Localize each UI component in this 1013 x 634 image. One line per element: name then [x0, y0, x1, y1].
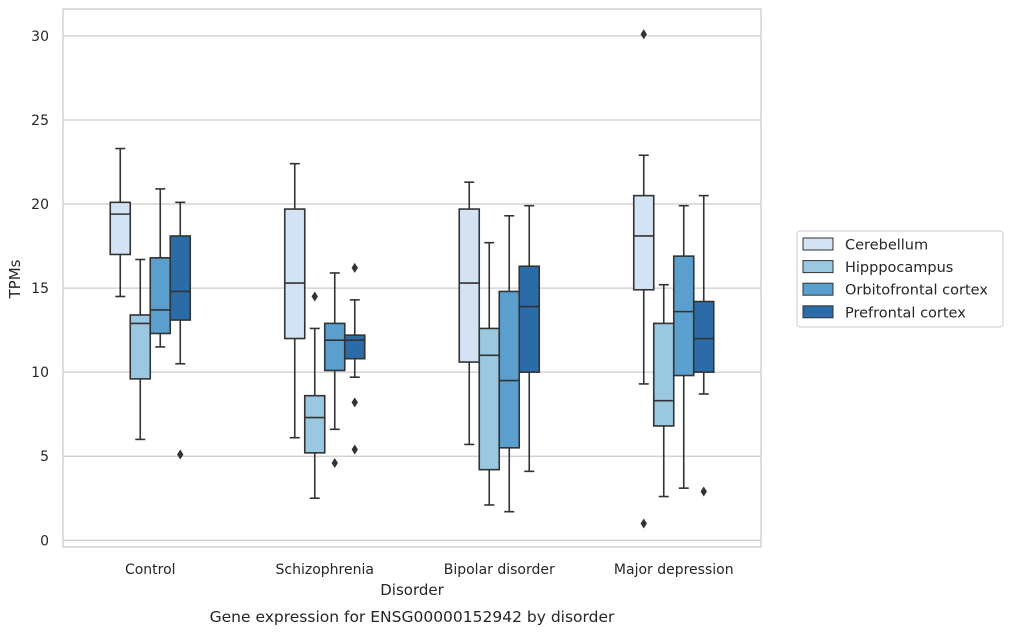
box-iqr — [169, 235, 192, 321]
legend-item: Orbitofrontal cortex — [802, 282, 988, 299]
legend-item: Cerebellum — [802, 237, 928, 254]
box-iqr — [109, 201, 132, 256]
outlier-point — [311, 291, 318, 302]
outlier-point — [640, 29, 647, 40]
box-0-1 — [129, 258, 152, 441]
box-2-3 — [518, 204, 541, 473]
y-tick-label: 25 — [31, 113, 49, 129]
box-1-3 — [343, 262, 366, 455]
legend-frame — [796, 230, 1004, 328]
box-3-1 — [652, 283, 675, 498]
box-iqr — [303, 394, 326, 454]
legend-item: Prefrontal cortex — [802, 305, 966, 321]
legend-items: Cerebellum Hipppocampus Orbitofrontal cort… — [802, 237, 988, 321]
x-tick-label: Schizophrenia — [276, 562, 374, 578]
boxes — [109, 29, 715, 529]
box-1-2 — [323, 272, 346, 468]
box-3-3 — [692, 194, 715, 497]
outlier-point — [700, 486, 707, 497]
legend-label: Cerebellum — [845, 238, 928, 254]
box-iqr — [343, 334, 366, 360]
x-tick-label: Major depression — [614, 562, 734, 578]
box-0-2 — [149, 188, 172, 348]
box-1-1 — [303, 291, 326, 500]
box-0-3 — [169, 201, 192, 460]
box-iqr — [652, 322, 675, 427]
y-tick-label: 10 — [31, 365, 49, 381]
box-iqr — [692, 300, 715, 373]
chart-caption: Gene expression for ENSG00000152942 by d… — [210, 608, 615, 626]
y-tick-label: 5 — [40, 449, 49, 465]
outlier-point — [351, 397, 358, 408]
y-tick-label: 20 — [31, 197, 49, 213]
y-tick-label: 30 — [31, 29, 49, 45]
box-iqr — [518, 265, 541, 373]
legend-swatch — [802, 305, 834, 319]
box-iqr — [498, 290, 521, 449]
y-axis-ticks: 0 5 10 15 20 25 30 — [31, 29, 49, 549]
x-tick-label: Control — [125, 562, 176, 578]
box-iqr — [283, 208, 306, 340]
legend-label: Orbitofrontal cortex — [845, 283, 988, 299]
x-axis-ticks: Control Schizophrenia Bipolar disorder Majo… — [125, 562, 734, 578]
x-tick-label: Bipolar disorder — [444, 562, 555, 578]
plot-area-frame — [62, 8, 762, 548]
box-2-1 — [478, 241, 501, 506]
legend-swatch — [802, 260, 834, 274]
box-iqr — [672, 255, 695, 377]
box-2-0 — [458, 181, 481, 446]
outlier-point — [351, 262, 358, 273]
legend-label: Hipppocampus — [845, 260, 953, 276]
legend-swatch — [802, 237, 834, 251]
x-axis-label: Disorder — [380, 581, 444, 599]
box-0-0 — [109, 147, 132, 298]
legend-label: Prefrontal cortex — [845, 305, 966, 321]
legend-swatch — [802, 282, 834, 296]
box-iqr — [129, 314, 152, 380]
box-iqr — [478, 327, 501, 471]
outlier-point — [351, 444, 358, 455]
outlier-point — [177, 449, 184, 460]
box-3-2 — [672, 204, 695, 489]
legend-item: Hipppocampus — [802, 260, 953, 276]
box-iqr — [458, 208, 481, 363]
box-iqr — [149, 257, 172, 335]
outlier-point — [331, 457, 338, 468]
legend: Cerebellum Hipppocampus Orbitofrontal cort… — [796, 230, 1004, 328]
outlier-point — [640, 518, 647, 529]
y-axis-label: TPMs — [6, 259, 24, 299]
box-3-0 — [632, 29, 655, 529]
box-iqr — [632, 194, 655, 291]
box-iqr — [323, 322, 346, 372]
y-tick-label: 15 — [31, 281, 49, 297]
box-2-2 — [498, 214, 521, 513]
box-1-0 — [283, 162, 306, 439]
y-tick-label: 0 — [40, 533, 49, 549]
